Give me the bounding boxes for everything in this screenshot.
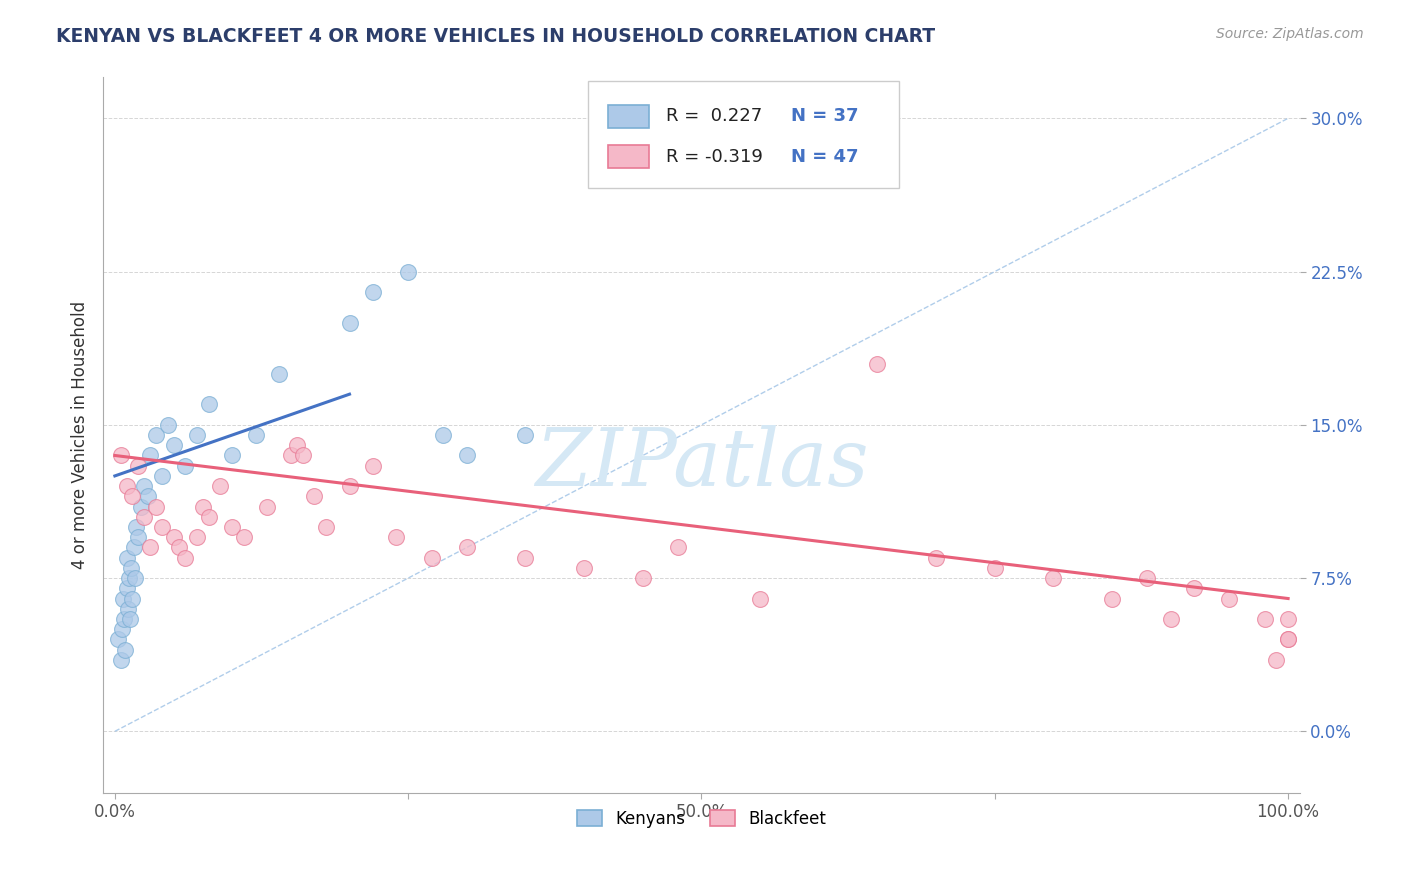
Point (1218, 591, 1240, 606)
Point (117, 601, 139, 615)
Point (124, 571, 146, 585)
Point (121, 489, 143, 503)
Point (186, 428, 208, 442)
Point (1136, 571, 1159, 585)
Text: Source: ZipAtlas.com: Source: ZipAtlas.com (1216, 27, 1364, 41)
Point (111, 622, 134, 636)
Point (122, 541, 145, 555)
Point (145, 500, 167, 514)
Point (134, 509, 156, 524)
Point (174, 550, 197, 565)
Point (1265, 653, 1288, 667)
Point (1277, 632, 1299, 647)
Point (114, 642, 136, 657)
Point (984, 561, 1007, 575)
FancyBboxPatch shape (609, 104, 648, 128)
Point (749, 591, 772, 606)
Point (127, 530, 149, 544)
Point (339, 316, 361, 330)
Point (269, 367, 291, 381)
Point (456, 541, 478, 555)
FancyBboxPatch shape (588, 81, 898, 188)
Text: R = -0.319: R = -0.319 (665, 148, 762, 166)
Point (866, 357, 889, 371)
Point (1182, 582, 1205, 596)
Point (1042, 571, 1064, 585)
Text: KENYAN VS BLACKFEET 4 OR MORE VEHICLES IN HOUSEHOLD CORRELATION CHART: KENYAN VS BLACKFEET 4 OR MORE VEHICLES I… (56, 27, 935, 45)
Point (456, 449, 478, 463)
Point (110, 653, 132, 667)
Point (162, 530, 184, 544)
Point (120, 561, 142, 575)
Point (110, 449, 132, 463)
Point (115, 479, 138, 493)
Point (1160, 612, 1182, 626)
Point (125, 520, 148, 534)
Point (150, 520, 173, 534)
Point (209, 479, 232, 493)
Point (127, 458, 149, 473)
Point (385, 530, 408, 544)
Point (285, 438, 308, 452)
Point (221, 520, 243, 534)
Point (221, 449, 243, 463)
Point (139, 449, 162, 463)
Point (169, 541, 191, 555)
Point (232, 530, 254, 544)
Point (245, 428, 267, 442)
Y-axis label: 4 or more Vehicles in Household: 4 or more Vehicles in Household (72, 301, 89, 569)
Point (129, 500, 152, 514)
Text: N = 47: N = 47 (792, 148, 859, 166)
Point (118, 571, 141, 585)
Point (1101, 591, 1123, 606)
Point (396, 264, 419, 278)
Point (156, 417, 179, 432)
Point (112, 612, 135, 626)
Point (291, 449, 314, 463)
Point (162, 438, 184, 452)
Point (150, 469, 173, 483)
Legend: Kenyans, Blackfeet: Kenyans, Blackfeet (569, 803, 832, 834)
Point (420, 550, 443, 565)
Point (515, 428, 537, 442)
Point (197, 397, 219, 411)
Point (280, 449, 302, 463)
Point (666, 541, 689, 555)
Point (315, 520, 337, 534)
FancyBboxPatch shape (609, 145, 648, 169)
Point (136, 489, 159, 503)
Point (256, 500, 278, 514)
Point (115, 582, 138, 596)
Point (432, 428, 454, 442)
Point (361, 458, 384, 473)
Point (1277, 632, 1299, 647)
Point (1253, 612, 1275, 626)
Point (115, 550, 138, 565)
Point (197, 509, 219, 524)
Text: R =  0.227: R = 0.227 (665, 107, 762, 125)
Point (139, 541, 162, 555)
Point (120, 612, 142, 626)
Point (572, 561, 595, 575)
Point (1277, 612, 1299, 626)
Point (361, 285, 384, 299)
Text: N = 37: N = 37 (792, 107, 859, 125)
Point (515, 550, 537, 565)
Point (145, 428, 167, 442)
Point (134, 479, 156, 493)
Point (304, 489, 326, 503)
Point (107, 632, 129, 647)
Point (186, 530, 208, 544)
Point (339, 479, 361, 493)
Point (191, 500, 214, 514)
Text: ZIPatlas: ZIPatlas (534, 425, 869, 502)
Point (121, 591, 143, 606)
Point (174, 458, 197, 473)
Point (925, 550, 948, 565)
Point (112, 591, 135, 606)
Point (631, 571, 654, 585)
